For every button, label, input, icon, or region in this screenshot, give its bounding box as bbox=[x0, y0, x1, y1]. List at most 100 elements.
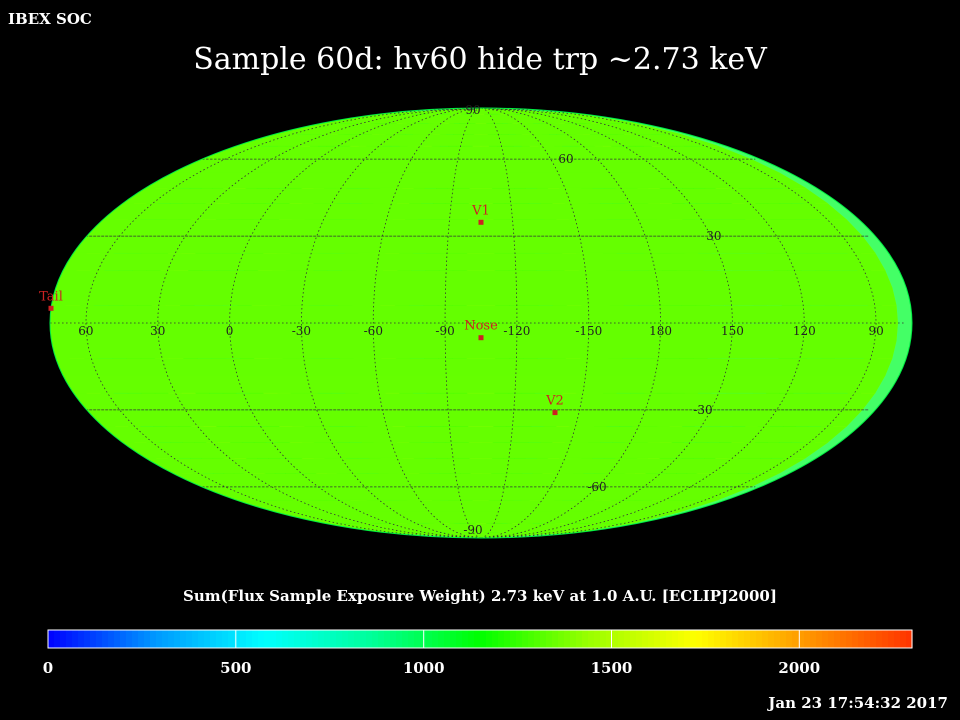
colorbar-segment bbox=[768, 630, 775, 648]
colorbar-segment bbox=[480, 630, 487, 648]
flux-cell bbox=[85, 409, 863, 427]
colorbar-segment bbox=[138, 630, 145, 648]
colorbar-segment bbox=[546, 630, 553, 648]
flux-cell bbox=[236, 499, 718, 513]
colorbar-segment bbox=[354, 630, 361, 648]
colorbar-segment bbox=[558, 630, 565, 648]
colorbar-segment bbox=[498, 630, 505, 648]
flux-cell bbox=[144, 457, 807, 474]
colorbar-segment bbox=[444, 630, 451, 648]
colorbar-segment bbox=[66, 630, 73, 648]
colorbar-segment bbox=[540, 630, 547, 648]
colorbar-segment bbox=[576, 630, 583, 648]
marker-v1-label: V1 bbox=[471, 203, 490, 218]
colorbar-segment bbox=[738, 630, 745, 648]
colorbar-segment bbox=[888, 630, 895, 648]
colorbar-segment bbox=[468, 630, 475, 648]
colorbar-segment bbox=[366, 630, 373, 648]
colorbar-segment bbox=[126, 630, 133, 648]
colorbar-tick-label: 1000 bbox=[402, 659, 445, 677]
colorbar-tick-label: 500 bbox=[220, 659, 252, 677]
colorbar-segment bbox=[324, 630, 331, 648]
colorbar-segment bbox=[744, 630, 751, 648]
colorbar-segment bbox=[162, 630, 169, 648]
colorbar-segment bbox=[426, 630, 433, 648]
colorbar-segment bbox=[84, 630, 91, 648]
colorbar-segment bbox=[756, 630, 763, 648]
latitude-label: -60 bbox=[587, 480, 606, 494]
colorbar-segment bbox=[762, 630, 769, 648]
colorbar-segment bbox=[114, 630, 121, 648]
colorbar-segment bbox=[300, 630, 307, 648]
colorbar-segment bbox=[450, 630, 457, 648]
organization-label: IBEX SOC bbox=[8, 10, 92, 28]
colorbar-segment bbox=[78, 630, 85, 648]
colorbar-segment bbox=[246, 630, 253, 648]
colorbar-tick-label: 1500 bbox=[590, 659, 633, 677]
colorbar-segment bbox=[804, 630, 811, 648]
colorbar-segment bbox=[228, 630, 235, 648]
marker-v2-label: V2 bbox=[545, 394, 564, 409]
colorbar-tick-label: 2000 bbox=[778, 659, 821, 677]
colorbar-segment bbox=[96, 630, 103, 648]
flux-cell bbox=[276, 122, 679, 135]
colorbar-segment bbox=[102, 630, 109, 648]
colorbar-segment bbox=[816, 630, 823, 648]
colorbar-segment bbox=[720, 630, 727, 648]
flux-cell bbox=[55, 269, 893, 289]
colorbar-segment bbox=[534, 630, 541, 648]
colorbar-segment bbox=[654, 630, 661, 648]
marker-v2-dot bbox=[552, 410, 558, 416]
colorbar-segment bbox=[330, 630, 337, 648]
colorbar-segment bbox=[204, 630, 211, 648]
colorbar-segment bbox=[264, 630, 271, 648]
colorbar-segment bbox=[438, 630, 445, 648]
colorbar-segment bbox=[378, 630, 385, 648]
colorbar-segment bbox=[120, 630, 127, 648]
marker-nose-label: Nose bbox=[464, 319, 498, 334]
colorbar-segment bbox=[342, 630, 349, 648]
colorbar-segment bbox=[240, 630, 247, 648]
colorbar-segment bbox=[894, 630, 901, 648]
flux-cell bbox=[236, 133, 718, 147]
marker-v1-dot bbox=[478, 219, 484, 225]
colorbar-segment bbox=[60, 630, 67, 648]
colorbar-segment bbox=[402, 630, 409, 648]
map-title: Sample 60d: hv60 hide trp ~2.73 keV bbox=[193, 42, 767, 77]
colorbar-segment bbox=[210, 630, 217, 648]
flux-cell bbox=[171, 472, 780, 488]
colorbar-segment bbox=[810, 630, 817, 648]
colorbar-segment bbox=[660, 630, 667, 648]
colorbar-segment bbox=[486, 630, 493, 648]
latitude-label: -30 bbox=[693, 403, 712, 417]
flux-cell bbox=[171, 158, 780, 174]
longitude-label: -150 bbox=[575, 324, 602, 338]
colorbar-segment bbox=[528, 630, 535, 648]
flux-cell bbox=[72, 235, 876, 254]
latitude-label: 30 bbox=[706, 229, 721, 243]
colorbar-segment bbox=[708, 630, 715, 648]
colorbar-segment bbox=[156, 630, 163, 648]
colorbar-segment bbox=[828, 630, 835, 648]
colorbar-segment bbox=[792, 630, 799, 648]
colorbar-segment bbox=[684, 630, 691, 648]
colorbar-segment bbox=[198, 630, 205, 648]
timestamp: Jan 23 17:54:32 2017 bbox=[768, 694, 948, 712]
flux-cell bbox=[121, 442, 829, 459]
flux-cell bbox=[62, 375, 886, 394]
longitude-label: -90 bbox=[435, 324, 454, 338]
colorbar-segment bbox=[108, 630, 115, 648]
flux-cell bbox=[85, 219, 863, 237]
colorbar-segment bbox=[48, 630, 55, 648]
flux-cell bbox=[121, 187, 829, 204]
colorbar-segment bbox=[510, 630, 517, 648]
colorbar-segment bbox=[876, 630, 883, 648]
colorbar-segment bbox=[600, 630, 607, 648]
flux-cell bbox=[55, 357, 893, 377]
colorbar-segment bbox=[414, 630, 421, 648]
colorbar-segment bbox=[192, 630, 199, 648]
colorbar-segment bbox=[432, 630, 439, 648]
colorbar-segment bbox=[390, 630, 397, 648]
longitude-label: 150 bbox=[721, 324, 744, 338]
colorbar-segment bbox=[822, 630, 829, 648]
